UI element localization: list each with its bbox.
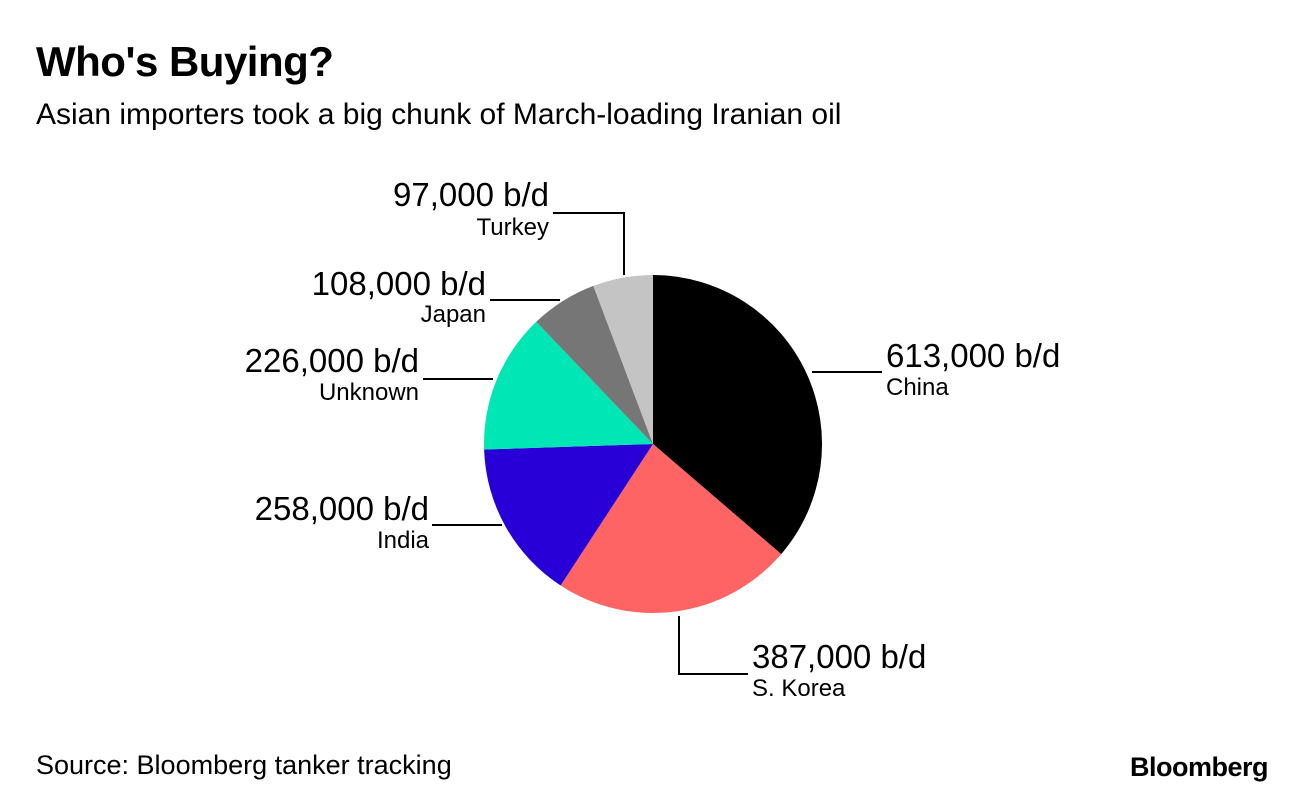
leader-lines [423,212,882,675]
value-label-unknown: 226,000 b/d [245,342,419,379]
pie-slice-japan [536,285,653,444]
pie-slice-unknown [484,321,653,450]
value-label-china: 613,000 b/d [886,337,1060,374]
bloomberg-logo: Bloomberg [1129,752,1269,782]
leader-line-turkey [553,212,625,275]
pie-slices [484,275,823,613]
value-label-turkey: 97,000 b/d [393,176,549,213]
pie-slice-turkey [593,275,653,444]
value-label-india: 258,000 b/d [255,490,429,527]
value-label-japan: 108,000 b/d [312,265,486,302]
pie-slice-s-korea [560,444,782,613]
value-label-s-korea: 387,000 b/d [752,638,926,675]
category-label-turkey: Turkey [477,214,549,241]
category-label-unknown: Unknown [319,379,419,406]
pie-slice-china [653,275,823,555]
category-label-s-korea: S. Korea [752,675,846,702]
pie-slice-india [484,444,653,586]
source-note: Source: Bloomberg tanker tracking [36,750,452,780]
category-label-china: China [886,374,949,401]
leader-line-s-korea [678,616,748,675]
chart-title: Who's Buying? [36,38,334,85]
chart-subtitle: Asian importers took a big chunk of Marc… [36,98,842,131]
category-label-india: India [377,527,430,554]
category-label-japan: Japan [421,301,486,328]
